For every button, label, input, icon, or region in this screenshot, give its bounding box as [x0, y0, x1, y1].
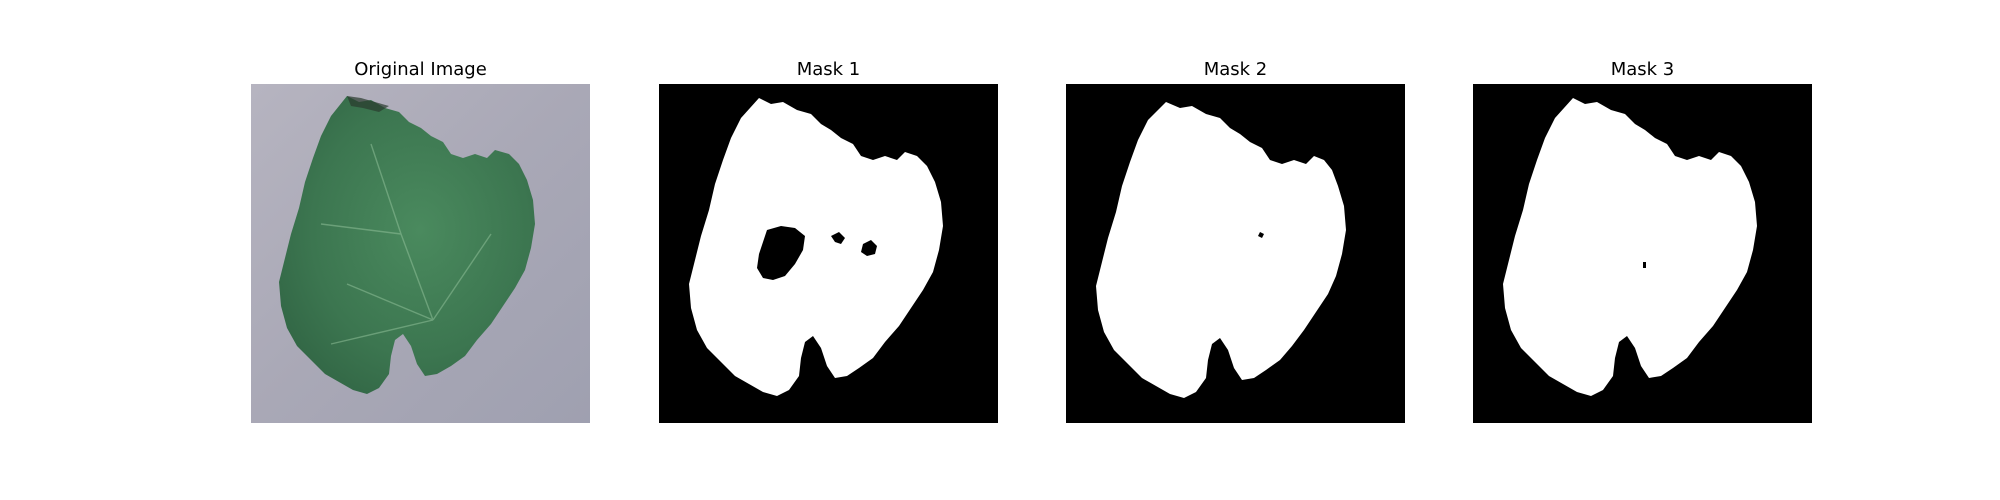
original-leaf-photo — [251, 84, 590, 423]
panel-title: Original Image — [354, 59, 487, 80]
panel-mask-2: Mask 2 — [1066, 0, 1405, 500]
panel-mask-3: Mask 3 — [1473, 0, 1812, 500]
mask-1-image — [659, 84, 998, 423]
panel-mask-1: Mask 1 — [659, 0, 998, 500]
mask-3-image — [1473, 84, 1812, 423]
mask-2-image — [1066, 84, 1405, 423]
panel-original-image: Original Image — [251, 0, 590, 500]
panel-title: Mask 2 — [1203, 59, 1268, 80]
panel-title: Mask 3 — [1610, 59, 1675, 80]
panel-title: Mask 1 — [796, 59, 861, 80]
